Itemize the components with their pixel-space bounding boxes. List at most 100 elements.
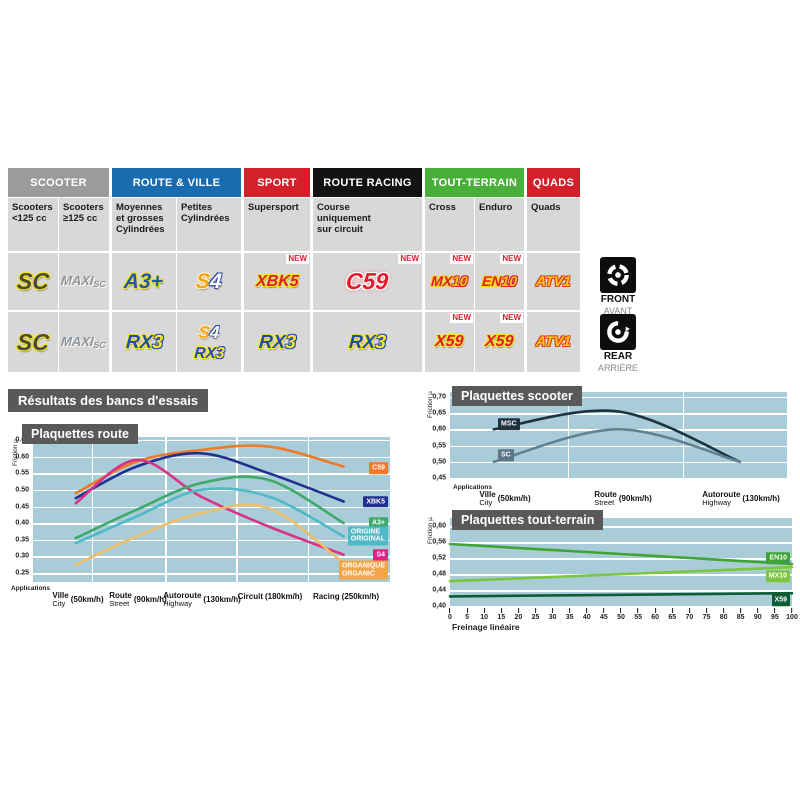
gridline (33, 523, 390, 525)
xlabel-en: City (479, 497, 493, 507)
ytick-label: 0,52 (432, 554, 446, 562)
pad-logo-x59: X59 (484, 333, 515, 350)
front-disc-icon (600, 257, 636, 293)
subheader-row: Scooters <125 cc Scooters ≥125 cc Moyenn… (8, 198, 584, 251)
tick-label: 20 (514, 614, 523, 621)
column-cross: Cross (425, 198, 474, 251)
column-petites-cylindrees: Petites Cylindrées (177, 198, 241, 251)
xtick-25: 25 (531, 608, 540, 621)
pad-cell: RX3 (313, 312, 422, 372)
logo-part: RX (348, 331, 377, 353)
xtick-100: 100 (786, 608, 798, 621)
xtick-55: 55 (634, 608, 642, 621)
legend-chip-A3+: A3+ (368, 517, 388, 529)
xlabel-speed: (50km/h) (497, 494, 531, 503)
pad-logo-xbk5: XBK5 (255, 272, 299, 290)
column-scooters-under-125: Scooters <125 cc (8, 198, 58, 251)
tick-label: 85 (736, 614, 745, 621)
xlabel-speed: (130km/h) (203, 595, 241, 604)
tick-label: 25 (531, 614, 540, 621)
ytick-label: 0.25 (15, 569, 29, 577)
ytick-label: 0.30 (15, 552, 29, 560)
xlabel-fr: Ville (52, 591, 69, 600)
xtick-35: 35 (566, 608, 574, 621)
terrain-xticks: 0 5 10 15 20 25 30 35 40 45 50 55 60 65 70 75 80 85 90 95 10… (448, 608, 798, 624)
series-C59 (74, 444, 345, 495)
gridline (450, 590, 792, 592)
xlabel-route: Route Street (90km/h) (109, 592, 167, 607)
logo-part: 3 (151, 331, 164, 353)
gridline (165, 437, 167, 582)
series-SC (492, 427, 742, 464)
ytick-label: 0.55 (15, 469, 29, 477)
tick-mark (774, 608, 776, 613)
xlabel-racing: Racing (250km/h) (313, 592, 379, 601)
ytick-label: 0,48 (432, 570, 446, 578)
logo-part: ATV (535, 272, 564, 289)
pad-cell: ATV1 (527, 312, 580, 372)
pad-logo-en10: EN10 (481, 272, 518, 290)
xtick-40: 40 (583, 608, 591, 621)
pad-logo-x59: X59 (434, 333, 465, 350)
ytick-label: 0.60 (15, 453, 29, 461)
logo-part: 10 (500, 272, 518, 289)
gridline (450, 396, 787, 399)
logo-part: 1 (562, 333, 572, 349)
pad-cell: NEW X59 (475, 312, 524, 372)
pad-logo-rx3: RX3 (348, 331, 386, 353)
xtick-50: 50 (617, 608, 625, 621)
pad-logo-s4: S4 (198, 323, 220, 342)
ytick-label: 0,56 (432, 538, 446, 546)
series-ORIGINE (74, 487, 345, 545)
arriere-label: ARRIÈRE (597, 363, 638, 373)
ytick-label: 0,55 (432, 442, 446, 450)
tick-mark (517, 608, 519, 613)
legend-chip-MSC: MSC (498, 418, 520, 431)
group-header-sport: SPORT (244, 168, 310, 197)
tick-label: 55 (634, 614, 642, 621)
column-course-circuit: Course uniquement sur circuit (313, 198, 422, 251)
ytick-label: 0,60 (432, 425, 446, 433)
pad-cell: SC (8, 253, 58, 310)
new-badge: NEW (450, 313, 473, 323)
legend-chip-EN10: EN10 (766, 552, 790, 564)
xtick-5: 5 (465, 608, 469, 621)
column-enduro: Enduro (475, 198, 524, 251)
pad-logo-rx3: RX3 (125, 331, 164, 353)
xlabel-en: City (52, 598, 66, 608)
tick-mark (654, 608, 656, 613)
gridline (567, 392, 570, 480)
xlabel-speed: (50km/h) (70, 595, 104, 604)
column-scooters-over-125: Scooters ≥125 cc (59, 198, 109, 251)
pad-logo-mx10: MX10 (431, 273, 469, 290)
xlabel-ville: Ville City (50km/h) (52, 592, 103, 607)
xtick-15: 15 (497, 608, 505, 621)
tick-label: 100 (786, 614, 798, 621)
data-curves (448, 542, 794, 598)
tick-mark (740, 608, 742, 613)
tick-mark (620, 608, 622, 613)
application-table: SCOOTER ROUTE & VILLE SPORT ROUTE RACING… (8, 168, 584, 372)
tick-mark (705, 608, 707, 613)
series-X59 (448, 591, 794, 598)
scooter-applications-caption: Applications (453, 484, 493, 491)
avant-label: AVANT (603, 306, 633, 316)
column-supersport: Supersport (244, 198, 310, 251)
pad-logo-sc: SC (16, 328, 50, 355)
front-axle-indicator: FRONT AVANT (592, 257, 644, 316)
xlabel-fr: Route (109, 591, 132, 600)
xlabel-autoroute: Autoroute Highway (130km/h) (163, 592, 241, 607)
tick-mark (569, 608, 571, 613)
tick-label: 30 (548, 614, 557, 621)
gridline (33, 506, 390, 508)
pad-cell: MAXISC (59, 253, 109, 310)
series-ORGANIQUE (74, 503, 345, 566)
xlabel-en: Highway (702, 497, 731, 507)
series-MX10 (448, 565, 794, 583)
tick-mark (757, 608, 759, 613)
tick-label: 80 (719, 614, 728, 621)
xtick-70: 70 (685, 608, 693, 621)
logo-part: MAXI (61, 273, 95, 288)
pad-cell: A3+ (112, 253, 176, 310)
